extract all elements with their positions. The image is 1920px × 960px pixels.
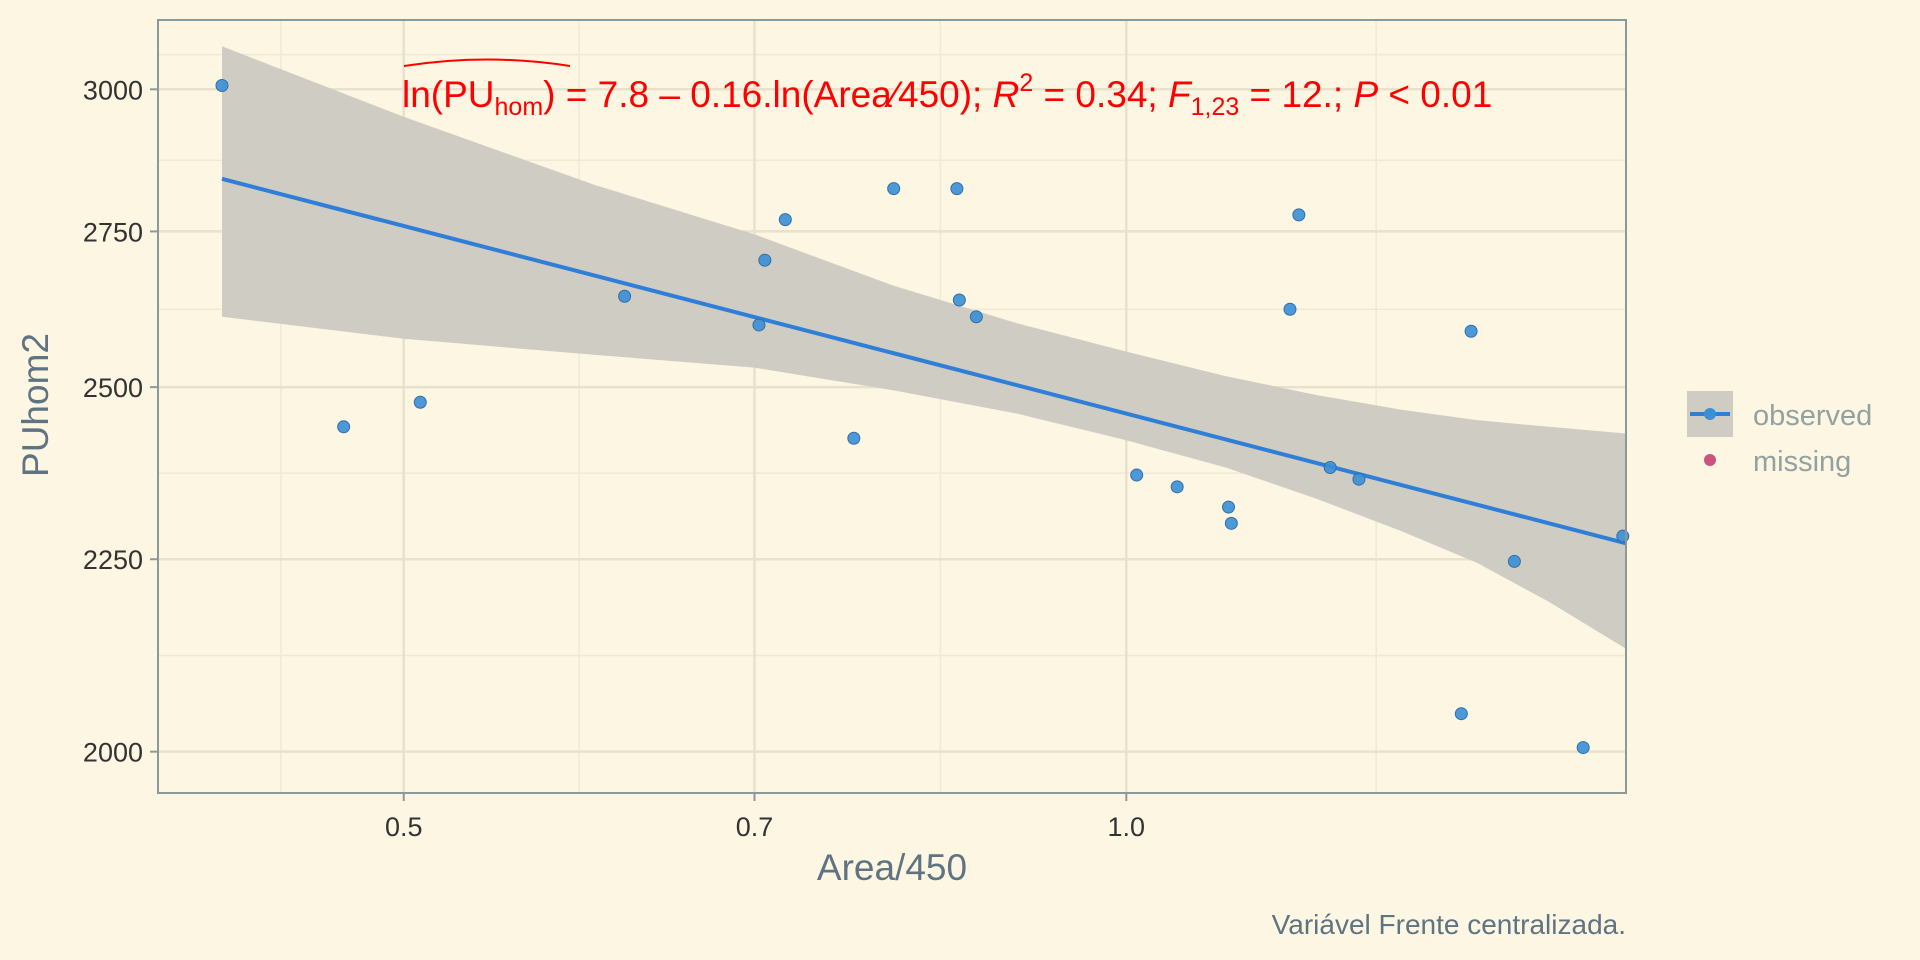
y-axis-title: PUhom2 — [15, 333, 56, 477]
data-point — [1576, 741, 1590, 755]
y-tick-label: 2250 — [83, 545, 143, 575]
grid — [158, 20, 1626, 793]
fit-line-layer — [221, 176, 1627, 546]
legend: observed missing — [1687, 391, 1872, 478]
data-point — [413, 395, 427, 409]
data-point — [1464, 324, 1478, 338]
legend-label-missing: missing — [1753, 446, 1851, 478]
data-point — [1170, 480, 1184, 494]
x-tick-label: 1.0 — [1108, 812, 1146, 842]
fit-line — [221, 176, 1627, 546]
data-point — [1292, 208, 1306, 222]
confidence-band-layer — [222, 46, 1626, 649]
data-point — [337, 420, 351, 434]
data-point — [1352, 472, 1366, 486]
legend-label-observed: observed — [1753, 400, 1872, 432]
y-tick-label: 2000 — [83, 738, 143, 768]
y-tick-label: 3000 — [83, 75, 143, 105]
panel-border — [157, 19, 1627, 794]
chart-caption: Variável Frente centralizada. — [1272, 909, 1626, 940]
y-tick-label: 2750 — [83, 217, 143, 247]
data-point — [215, 78, 229, 92]
x-axis-ticks: 0.5 0.7 1.0 — [385, 794, 1145, 842]
data-point — [1323, 460, 1337, 474]
data-point — [952, 293, 966, 307]
equation-hat — [403, 58, 571, 67]
x-tick-label: 0.7 — [736, 812, 774, 842]
y-tick-label: 2500 — [83, 373, 143, 403]
data-point — [1507, 554, 1521, 568]
legend-key-observed-point — [1704, 408, 1716, 420]
data-point — [1130, 468, 1144, 482]
data-point — [950, 182, 964, 196]
data-point — [1222, 500, 1236, 514]
data-point — [847, 431, 861, 445]
data-point — [969, 310, 983, 324]
data-point — [778, 213, 792, 227]
data-point — [887, 182, 901, 196]
data-point — [1283, 302, 1297, 316]
regression-equation: ln(PUhom) = 7.8 – 0.16.ln(Area⁄450); R2 … — [402, 69, 1492, 121]
x-tick-label: 0.5 — [385, 812, 423, 842]
y-axis-ticks: 2000 2250 2500 2750 3000 — [83, 75, 157, 768]
legend-key-missing-point — [1704, 454, 1716, 466]
x-axis-title: Area/450 — [817, 847, 967, 888]
data-point — [752, 318, 766, 332]
data-points — [215, 78, 1630, 755]
data-point — [1224, 516, 1238, 530]
data-point — [618, 289, 632, 303]
confidence-band — [222, 46, 1626, 649]
data-point — [1454, 707, 1468, 721]
data-point — [758, 253, 772, 267]
